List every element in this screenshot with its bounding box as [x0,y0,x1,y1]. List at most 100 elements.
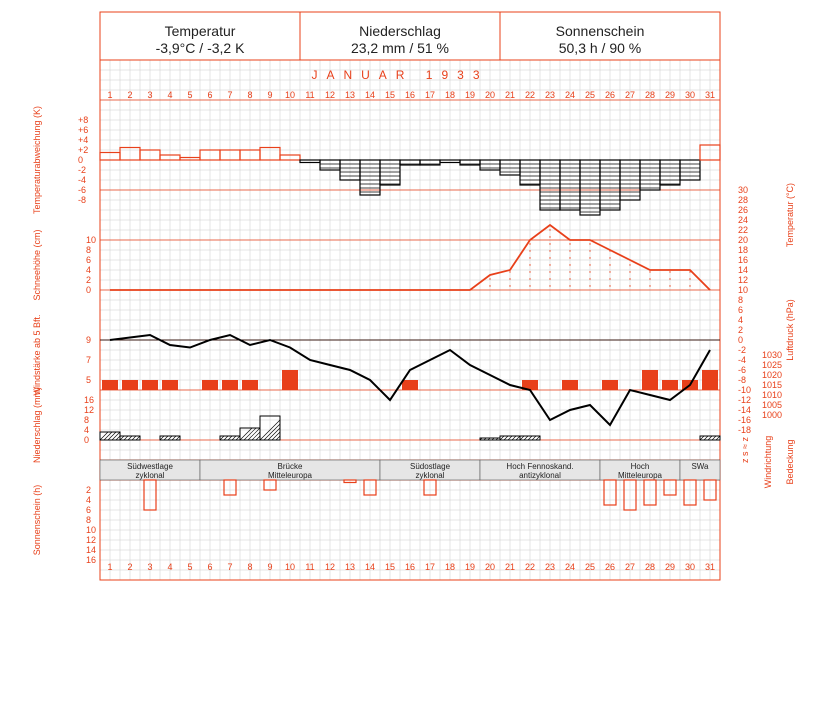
day-label-bottom: 6 [207,562,212,572]
day-label-bottom: 22 [525,562,535,572]
wind-bar [702,370,718,390]
day-label-top: 3 [147,90,152,100]
precip-tick: 4 [84,425,89,435]
precip-hatch [711,435,717,441]
wind-bar [562,380,578,390]
snow-dot [669,271,671,273]
snow-dot [569,250,571,252]
temp-dev-tick: +4 [78,135,88,145]
day-label-top: 8 [247,90,252,100]
snow-dot [569,278,571,280]
precip-hatch [231,435,237,441]
snow-dot [489,278,491,280]
day-label-top: 27 [625,90,635,100]
axis-label-right: Luftdruck (hPa) [785,299,795,361]
temp-tick: -12 [738,395,751,405]
axis-label-left: Sonnenschein (h) [32,485,42,556]
day-label-bottom: 2 [127,562,132,572]
temp-tick: -2 [738,345,746,355]
precip-hatch [119,435,125,441]
temp-dev-bar-positive [279,154,301,161]
temp-dev-tick: 0 [78,155,83,165]
header-sun-title: Sonnenschein [556,23,645,39]
sunshine-bar [683,479,697,506]
temp-dev-bar-positive [259,146,281,161]
temp-tick: -8 [738,375,746,385]
precip-hatch [259,419,281,441]
wind-tick: 9 [86,335,91,345]
temp-dev-tick: -2 [78,165,86,175]
snow-dot [649,278,651,280]
precip-hatch [227,435,233,441]
precip-tick: 0 [84,435,89,445]
snow-dot [589,278,591,280]
snow-dot [589,250,591,252]
temp-dev-tick: +8 [78,115,88,125]
temp-tick: 20 [738,235,748,245]
sunshine-bar [623,479,637,511]
day-label-top: 9 [267,90,272,100]
day-label-top: 29 [665,90,675,100]
snow-dot [529,243,531,245]
sunshine-bar [423,479,437,496]
day-label-top: 6 [207,90,212,100]
precip-tick: 16 [84,395,94,405]
day-label-bottom: 25 [585,562,595,572]
snow-dot [629,264,631,266]
day-label-top: 4 [167,90,172,100]
precip-hatch [271,431,281,441]
pressure-tick: 1005 [762,400,782,410]
temp-tick: 28 [738,195,748,205]
precip-hatch [175,435,181,441]
temp-tick: 6 [738,305,743,315]
snow-dot [509,285,511,287]
temp-dev-bar-negative [379,159,401,186]
sunshine-bar [643,479,657,506]
precip-hatch [479,437,483,441]
snow-tick: 8 [86,245,91,255]
precip-hatch [115,435,121,441]
snow-dot [529,278,531,280]
precip-hatch [107,431,117,441]
wind-bar [162,380,178,390]
header-sun-value: 50,3 h / 90 % [559,40,642,56]
day-label-bottom: 7 [227,562,232,572]
snow-dot [689,271,691,273]
precip-hatch [99,431,109,441]
day-label-top: 21 [505,90,515,100]
weather-type-box [679,459,721,481]
temp-tick: 24 [738,215,748,225]
day-label-top: 18 [445,90,455,100]
precip-hatch [223,435,229,441]
snow-dot [509,278,511,280]
weather-type-label: Brücke Mitteleuropa [268,462,313,480]
precip-hatch [163,435,169,441]
sunshine-bar [143,479,157,511]
sunshine-bar [663,479,677,496]
pressure-tick: 1000 [762,410,782,420]
precip-bar [159,435,181,441]
temp-dev-tick: -8 [78,195,86,205]
day-label-bottom: 23 [545,562,555,572]
axis-label-left: Schneehöhe (cm) [32,229,42,300]
temp-tick: 10 [738,285,748,295]
temp-tick: -10 [738,385,751,395]
precip-hatch [275,435,281,441]
temp-dev-tick: +6 [78,125,88,135]
day-label-bottom: 8 [247,562,252,572]
snow-dot [609,285,611,287]
header-temperature-value: -3,9°C / -3,2 K [156,40,246,56]
day-label-top: 26 [605,90,615,100]
day-label-top: 20 [485,90,495,100]
day-label-top: 31 [705,90,715,100]
pressure-tick: 1030 [762,350,782,360]
temp-dev-tick: -4 [78,175,86,185]
snow-dot [569,264,571,266]
snow-dot [629,271,631,273]
axis-label-right: Temperatur (°C) [785,183,795,247]
snow-dot [569,257,571,259]
wind-tick: 7 [86,355,91,365]
header-precip-title: Niederschlag [359,23,441,39]
day-label-bottom: 18 [445,562,455,572]
